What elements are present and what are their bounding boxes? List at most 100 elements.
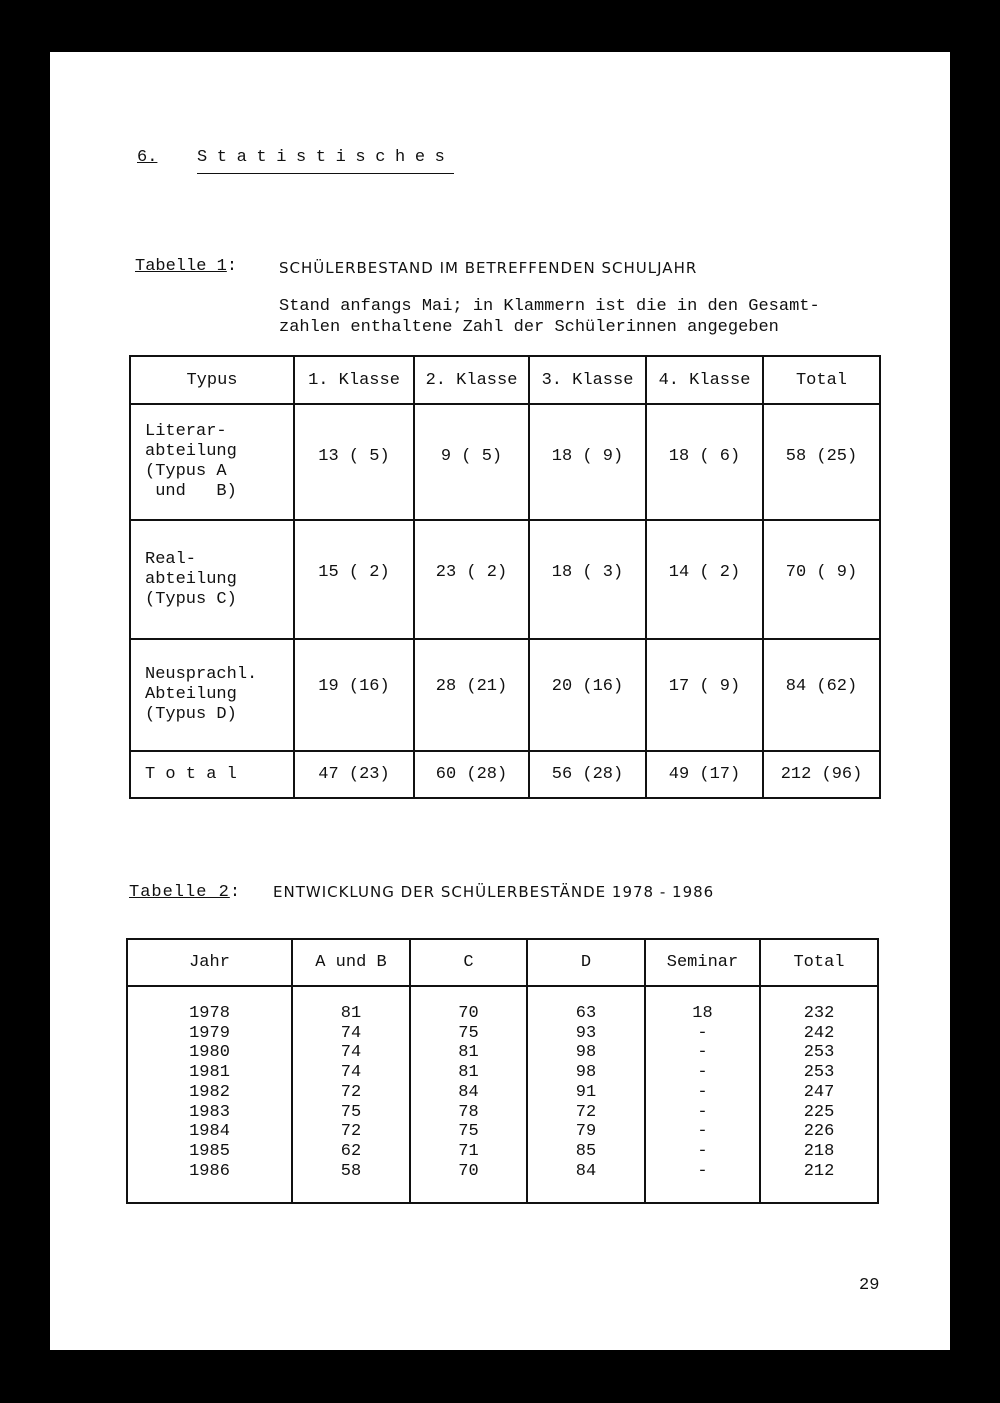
table2-cell: 247: [803, 1082, 835, 1102]
table1-row-label-line: Abteilung: [145, 685, 237, 704]
table2-cell: 74: [340, 1043, 362, 1063]
table2-column: 232 242 253 253 247 225 226 218 212: [759, 985, 879, 1204]
table2-body-row: 1978 1979 1980 1981 1982 1983 1984 1985 1986 81 74…: [126, 985, 879, 1204]
table2-header-cell: D: [526, 938, 646, 987]
table2-cell: 91: [575, 1082, 597, 1102]
table2-cell: -: [697, 1023, 708, 1043]
table1-row-label-line: Neusprachl.: [145, 665, 258, 684]
table2-column: 1978 1979 1980 1981 1982 1983 1984 1985 1986: [126, 985, 293, 1204]
table1-cell: 212 (96): [762, 750, 881, 799]
table1-cell: 56 (28): [528, 750, 647, 799]
table2-cell: -: [697, 1141, 708, 1161]
table2-column: 81 74 74 74 72 75 72 62 58: [291, 985, 411, 1204]
table1-row-label-line: abteilung: [145, 569, 237, 589]
table2-cell: -: [697, 1161, 708, 1181]
table1-row-label-line: (Typus A: [145, 462, 227, 481]
table1-cell: 19 (16): [293, 638, 415, 752]
table1-row-label: Real-abteilung (Typus C): [129, 519, 295, 640]
table1: Typus 1. Klasse 2. Klasse 3. Klasse 4. Klass…: [129, 355, 881, 799]
table2-header-cell: Total: [759, 938, 879, 987]
section-number: 6.: [137, 148, 157, 167]
table1-label: Tabelle 1:: [135, 257, 237, 276]
table2-cell: 1985: [189, 1141, 230, 1161]
table2-column: 63 93 98 98 91 72 79 85 84: [526, 985, 646, 1204]
table2-cell: 212: [803, 1161, 835, 1181]
table2-cell: 70: [458, 1161, 479, 1181]
table1-header-row: Typus 1. Klasse 2. Klasse 3. Klasse 4. Klass…: [129, 355, 881, 405]
page-number: 29: [859, 1276, 880, 1295]
table2-cell: 72: [340, 1122, 362, 1142]
table1-label-text: Tabelle 1: [135, 257, 227, 276]
table2-cell: 1986: [189, 1161, 230, 1181]
table1-cell: 70 ( 9): [762, 519, 881, 640]
table2-cell: 1979: [189, 1023, 230, 1043]
table2-cell: 93: [575, 1023, 597, 1043]
table1-cell: 58 (25): [762, 403, 881, 521]
table2-cell: 85: [575, 1141, 597, 1161]
table2-header-cell: Seminar: [644, 938, 761, 987]
table2-cell: 63: [575, 1004, 597, 1023]
table1-title: SCHÜLERBESTAND IM BETREFFENDEN SCHULJAHR: [279, 259, 698, 277]
table2-cell: 74: [340, 1063, 362, 1083]
table2-cell: -: [697, 1102, 708, 1122]
table1-cell: 28 (21): [413, 638, 530, 752]
table1-row: T o t a l 47 (23) 60 (28) 56 (28) 49 (17) 212…: [129, 750, 881, 799]
table2-cell: 79: [575, 1122, 597, 1142]
table2-cell: 81: [458, 1043, 479, 1063]
table2-cell: 232: [803, 1004, 835, 1023]
table2-label: Tabelle 2: [129, 883, 230, 902]
table1-row-label-line: und B): [145, 482, 237, 501]
table1-colon: :: [226, 257, 238, 276]
table1-row-label: T o t a l: [129, 750, 295, 799]
table2-cell: 218: [803, 1141, 835, 1161]
table1-cell: 18 ( 6): [645, 403, 764, 521]
table2-cell: 1983: [189, 1102, 230, 1122]
table2-cell: 75: [340, 1102, 362, 1122]
table2-cell: -: [697, 1082, 708, 1102]
table2-label-wrap: Tabelle 2:: [129, 882, 241, 902]
table1-row-label-line: (Typus C): [145, 589, 237, 609]
table2-cell: 253: [803, 1043, 835, 1063]
table2-column: 18- - - - - - - -: [644, 985, 761, 1204]
table1-cell: 60 (28): [413, 750, 530, 799]
table1-cell: 84 (62): [762, 638, 881, 752]
document-page: 6. Statistisches Tabelle 1: SCHÜLERBESTA…: [50, 52, 950, 1350]
table2-cell: 75: [458, 1122, 479, 1142]
table1-cell: 18 ( 3): [528, 519, 647, 640]
table1-cell: 18 ( 9): [528, 403, 647, 521]
table2-title: ENTWICKLUNG DER SCHÜLERBESTÄNDE 1978 - 1…: [273, 883, 715, 901]
table2-cell: 253: [803, 1063, 835, 1083]
table2-cell: 98: [575, 1063, 597, 1083]
section-title: Statistisches: [197, 148, 455, 174]
table2-header-cell: C: [409, 938, 528, 987]
table2-cell: 98: [575, 1043, 597, 1063]
table2-cell: 226: [803, 1122, 835, 1142]
table2-cell: 72: [340, 1082, 362, 1102]
table2-cell: 84: [575, 1161, 597, 1181]
table1-cell: 9 ( 5): [413, 403, 530, 521]
table1-row-label-line: (Typus D): [145, 705, 237, 724]
table1-header-cell: 4. Klasse: [645, 355, 764, 405]
table2-cell: 62: [340, 1141, 362, 1161]
table1-header-cell: Typus: [129, 355, 295, 405]
table1-row-label-line: T o t a l: [145, 764, 237, 784]
table1-header-cell: 3. Klasse: [528, 355, 647, 405]
table1-row-label: Literar-abteilung (Typus A und B): [129, 403, 295, 521]
table1-note-line1: Stand anfangs Mai; in Klammern ist die i…: [279, 297, 820, 316]
table2: Jahr A und B C D Seminar Total 1978 1979 1980 19…: [126, 938, 879, 1204]
table1-header-cell: 1. Klasse: [293, 355, 415, 405]
table1-cell: 15 ( 2): [293, 519, 415, 640]
table1-header-cell: 2. Klasse: [413, 355, 530, 405]
table2-cell: 78: [458, 1102, 479, 1122]
table1-cell: 49 (17): [645, 750, 764, 799]
table2-cell: 58: [340, 1161, 362, 1181]
table2-cell: -: [697, 1043, 708, 1063]
table1-cell: 17 ( 9): [645, 638, 764, 752]
table1-row: Neusprachl. Abteilung (Typus D) 19 (16) 28 (…: [129, 638, 881, 752]
table2-column: 70 75 81 81 84 78 75 71 70: [409, 985, 528, 1204]
table2-cell: 1984: [189, 1122, 230, 1142]
table2-cell: 71: [458, 1141, 479, 1161]
table2-cell: 1982: [189, 1082, 230, 1102]
table2-cell: -: [697, 1122, 708, 1142]
table2-cell: 1978: [189, 1004, 230, 1023]
